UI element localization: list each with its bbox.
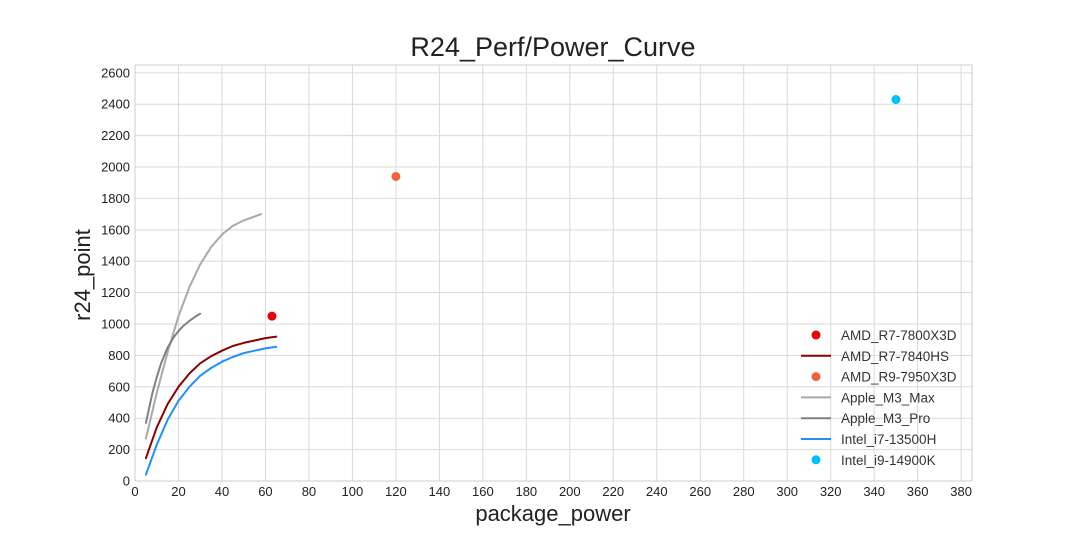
x-tick-label: 360 [907, 484, 929, 499]
y-tick-label: 2400 [101, 97, 130, 112]
x-tick-label: 100 [342, 484, 364, 499]
x-tick-label: 60 [258, 484, 272, 499]
legend-dot-marker [811, 330, 821, 340]
x-tick-label: 220 [602, 484, 624, 499]
data-point [891, 95, 901, 105]
y-tick-label: 2600 [101, 65, 130, 80]
series-line [144, 345, 278, 476]
legend-dot-marker [811, 455, 821, 465]
y-tick-label: 1200 [101, 285, 130, 300]
tick-labels: 0 20 40 60 80 100 120 140 160 180 200 220 240 260 280 3… [101, 65, 972, 499]
legend-item: Intel_i9-14900K [811, 453, 936, 468]
y-tick-label: 1000 [101, 317, 130, 332]
series-line [144, 312, 202, 424]
x-tick-label: 160 [472, 484, 494, 499]
x-tick-label: 140 [429, 484, 451, 499]
x-tick-label: 80 [302, 484, 316, 499]
series-line [144, 213, 263, 440]
legend-label: Intel_i9-14900K [841, 453, 936, 468]
y-tick-label: 2200 [101, 128, 130, 143]
y-tick-label: 600 [108, 379, 130, 394]
x-tick-label: 240 [646, 484, 668, 499]
x-axis-title: package_power [475, 501, 630, 526]
legend-label: AMD_R7-7840HS [841, 349, 949, 364]
series-line [144, 335, 278, 460]
legend-item: Apple_M3_Max [801, 390, 935, 405]
x-tick-label: 280 [733, 484, 755, 499]
x-tick-label: 180 [515, 484, 537, 499]
x-tick-label: 120 [385, 484, 407, 499]
y-tick-label: 400 [108, 411, 130, 426]
y-tick-label: 200 [108, 442, 130, 457]
data-point [267, 311, 277, 321]
legend-item: AMD_R9-7950X3D [811, 370, 957, 385]
y-tick-label: 800 [108, 348, 130, 363]
grid [134, 65, 972, 482]
legend-item: AMD_R7-7840HS [801, 349, 949, 364]
chart-title: R24_Perf/Power_Curve [410, 32, 695, 62]
legend-item: Intel_i7-13500H [801, 432, 936, 447]
y-tick-label: 1800 [101, 191, 130, 206]
y-tick-label: 1400 [101, 254, 130, 269]
x-tick-label: 0 [131, 484, 138, 499]
plot-frame [134, 64, 973, 482]
data-point [391, 171, 401, 181]
x-tick-label: 300 [776, 484, 798, 499]
x-tick-label: 320 [820, 484, 842, 499]
legend-label: AMD_R9-7950X3D [841, 370, 957, 385]
legend-dot-marker [811, 372, 821, 382]
legend-label: Apple_M3_Pro [841, 411, 930, 426]
legend-label: Intel_i7-13500H [841, 432, 936, 447]
x-tick-label: 380 [950, 484, 972, 499]
legend-label: AMD_R7-7800X3D [841, 328, 957, 343]
legend-item: Apple_M3_Pro [801, 411, 930, 426]
x-tick-label: 340 [863, 484, 885, 499]
x-tick-label: 20 [171, 484, 185, 499]
y-tick-label: 2000 [101, 160, 130, 175]
x-tick-label: 260 [689, 484, 711, 499]
x-tick-label: 200 [559, 484, 581, 499]
legend-item: AMD_R7-7800X3D [811, 328, 957, 343]
series-group [144, 95, 901, 476]
y-axis-title: r24_point [70, 229, 95, 321]
legend-label: Apple_M3_Max [841, 390, 935, 405]
y-tick-label: 0 [123, 474, 130, 489]
x-tick-label: 40 [215, 484, 229, 499]
legend: AMD_R7-7800X3D AMD_R7-7840HS AMD_R9-7950X3… [801, 328, 957, 468]
y-tick-label: 1600 [101, 222, 130, 237]
